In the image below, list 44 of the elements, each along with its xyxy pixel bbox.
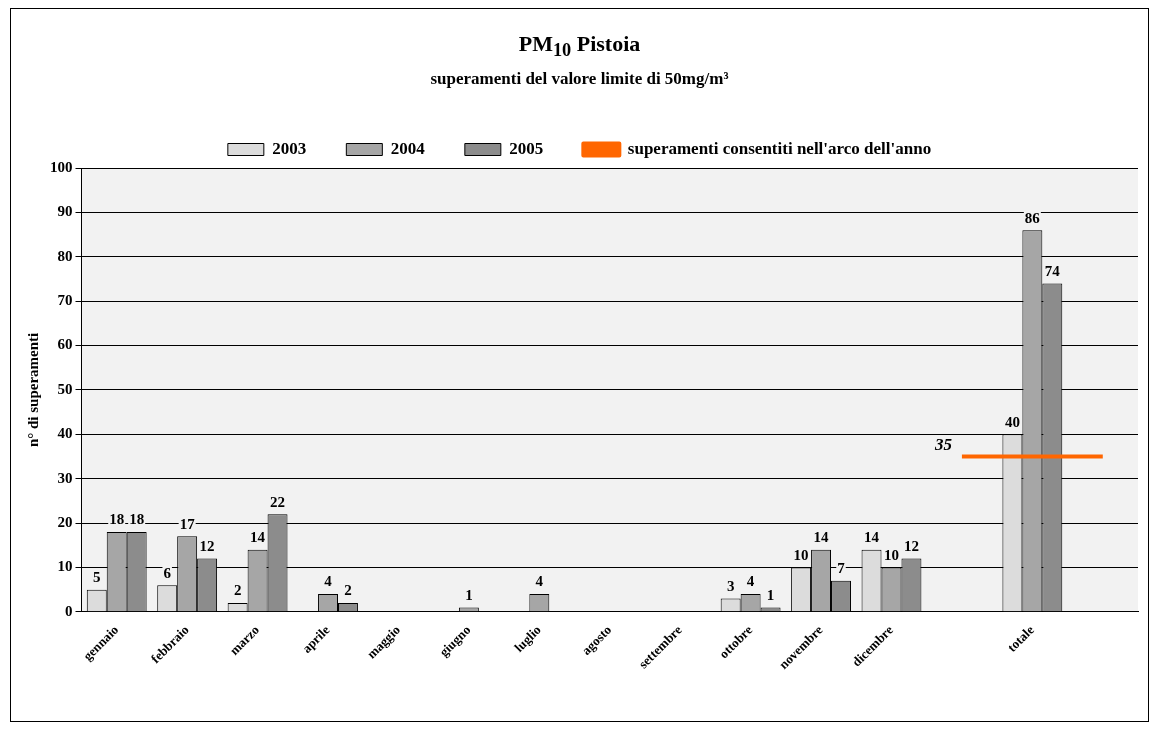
data-label: 74 (1044, 262, 1061, 279)
legend-label: 2004 (390, 138, 426, 158)
data-label: 10 (793, 546, 809, 563)
data-label: 14 (864, 529, 880, 546)
data-label: 86 (1024, 209, 1041, 226)
y-tick-label: 70 (57, 292, 73, 309)
data-label: 7 (837, 560, 846, 577)
data-label: 22 (270, 493, 286, 510)
data-label: 12 (903, 537, 919, 554)
data-label: 40 (1004, 413, 1020, 430)
data-label: 2 (344, 582, 352, 599)
legend-label: 2003 (272, 138, 307, 158)
data-label: 18 (129, 511, 145, 528)
data-label: 12 (199, 537, 215, 554)
y-tick-label: 80 (57, 247, 73, 264)
y-tick-label: 30 (57, 469, 73, 486)
chart-title: PM$_{10}$ Pistoia (517, 31, 642, 62)
data-label: 18 (109, 511, 125, 528)
y-tick-label: 100 (50, 158, 73, 175)
data-label: 14 (250, 529, 266, 546)
data-label: 17 (179, 515, 196, 532)
data-label: 4 (746, 573, 755, 590)
legend-label: 2005 (509, 138, 544, 158)
data-label: 1 (465, 586, 473, 603)
data-label: 10 (883, 546, 899, 563)
y-axis-title: n° di superamenti (24, 332, 41, 448)
y-tick-label: 50 (57, 380, 73, 397)
y-tick-label: 90 (57, 203, 73, 220)
data-label: 14 (813, 529, 830, 546)
y-tick-label: 0 (65, 602, 73, 619)
data-label: 4 (324, 573, 333, 590)
data-label: 6 (163, 564, 172, 581)
legend-label: superamenti consentiti nell'arco dell'anno (627, 138, 932, 158)
data-label: 35 (933, 435, 953, 455)
y-tick-label: 40 (57, 425, 73, 442)
data-label: 5 (93, 569, 101, 585)
y-tick-label: 20 (57, 513, 73, 530)
data-label: 1 (766, 586, 775, 603)
data-label: 4 (535, 573, 544, 590)
data-label: 2 (233, 582, 242, 599)
y-tick-label: 10 (57, 558, 73, 575)
chart-subtitle: superamenti del valore limite di 50mg/m³ (429, 69, 730, 89)
y-tick-label: 60 (57, 336, 73, 353)
data-label: 3 (726, 577, 735, 594)
